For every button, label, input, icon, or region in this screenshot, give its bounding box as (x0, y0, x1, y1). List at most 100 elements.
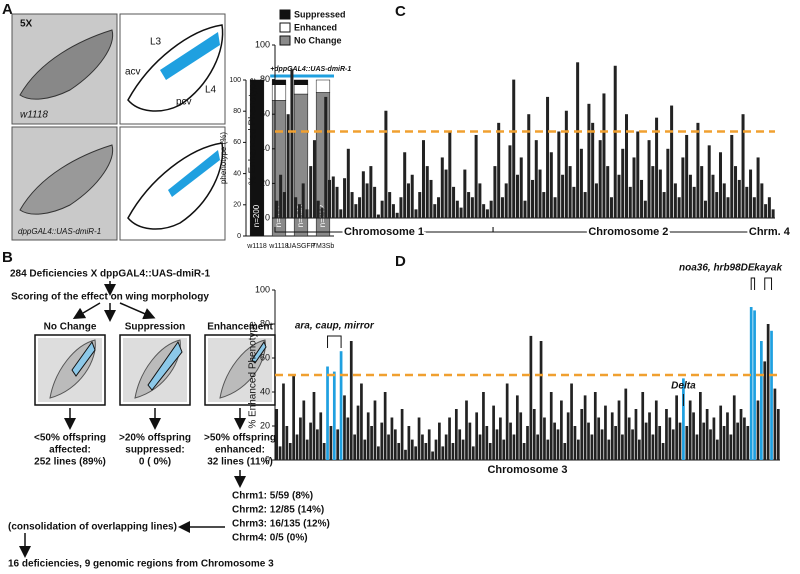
bar (726, 197, 730, 218)
bar (637, 439, 641, 460)
bar (677, 197, 681, 218)
bar (538, 169, 542, 218)
bar (478, 183, 482, 218)
bar (515, 174, 519, 218)
bar-segment (271, 84, 287, 101)
bar (488, 443, 492, 460)
bar (471, 446, 475, 460)
y-tick-label: 100 (229, 77, 241, 84)
bar (424, 443, 428, 460)
bar (421, 140, 425, 218)
bar (410, 174, 414, 218)
bar (354, 204, 358, 218)
bar (512, 434, 516, 460)
bar (438, 422, 441, 460)
bar (493, 166, 497, 218)
annotation-bracket (327, 335, 342, 348)
y-tick-label: 0 (265, 212, 270, 222)
bar (294, 197, 298, 218)
bar (590, 434, 594, 460)
bar (482, 204, 486, 218)
flow-outcome: enhanced: (215, 445, 265, 456)
bar (377, 446, 380, 460)
bar (587, 422, 590, 460)
group-bracket (763, 227, 776, 233)
bar-segment (249, 79, 265, 237)
y-tick-label: 0 (237, 233, 241, 240)
panel-label: B (2, 249, 13, 266)
bar (403, 152, 407, 218)
bar (531, 179, 535, 218)
bar (316, 200, 320, 218)
bar (564, 110, 568, 218)
bar (752, 197, 756, 218)
bar (641, 392, 645, 460)
bar (600, 429, 604, 460)
bar (509, 422, 512, 460)
y-tick-label: 100 (255, 284, 270, 294)
y-axis-title: phenotype (%) (219, 132, 228, 184)
bar (358, 197, 362, 218)
bar (722, 426, 726, 460)
bar (282, 383, 285, 460)
bar (322, 443, 326, 460)
bar (467, 192, 471, 218)
bar (500, 197, 504, 218)
flow-outcome: 32 lines (11%) (207, 457, 273, 468)
bar (604, 405, 607, 460)
bar (539, 341, 543, 460)
bar (406, 183, 410, 218)
flow-outcome: 0 ( 0%) (139, 457, 171, 468)
bar (414, 209, 418, 218)
bar (275, 200, 279, 218)
bar (736, 422, 739, 460)
genotype-label: dppGAL4::UAS-dmiR-1 (18, 227, 101, 236)
bar (553, 197, 557, 218)
bar (668, 417, 672, 460)
flow-category: Enhancement (207, 322, 273, 333)
bar (764, 204, 768, 218)
bar (711, 174, 715, 218)
bar (568, 166, 572, 218)
bar (566, 412, 570, 460)
bar (688, 174, 692, 218)
bar (523, 200, 527, 218)
bar (627, 417, 631, 460)
bar (384, 110, 388, 218)
bar (515, 395, 519, 460)
y-tick-label: 20 (233, 202, 241, 209)
bar (712, 417, 716, 460)
x-tick-label: w1118 (268, 243, 289, 250)
chromosome-count: Chrm3: 16/135 (12%) (232, 519, 330, 530)
bar (658, 169, 662, 218)
bar (461, 439, 465, 460)
bar (692, 412, 695, 460)
bar (718, 152, 722, 218)
bar (339, 351, 343, 460)
x-tick-label: TM3Sb (312, 243, 335, 250)
bar (360, 383, 363, 460)
bar (715, 439, 719, 460)
bar (305, 209, 309, 218)
y-tick-label: 80 (233, 108, 241, 115)
bar (594, 183, 598, 218)
bar (380, 422, 384, 460)
bar (532, 409, 536, 460)
bar (305, 439, 309, 460)
y-axis-title: % Enhanced Phenotype (248, 77, 259, 185)
chromosome-count: Chrm4: 0/5 (0%) (232, 533, 308, 544)
bar (543, 417, 546, 460)
bar (363, 439, 367, 460)
bar (380, 200, 384, 218)
y-tick-label: 60 (233, 139, 241, 146)
bar (391, 204, 395, 218)
bar (617, 400, 621, 460)
bar (388, 192, 392, 218)
bar (730, 134, 734, 218)
bar (288, 443, 292, 460)
bar (279, 174, 283, 218)
bar (695, 434, 699, 460)
bar (451, 443, 455, 460)
bar (549, 392, 553, 460)
bar (644, 422, 648, 460)
